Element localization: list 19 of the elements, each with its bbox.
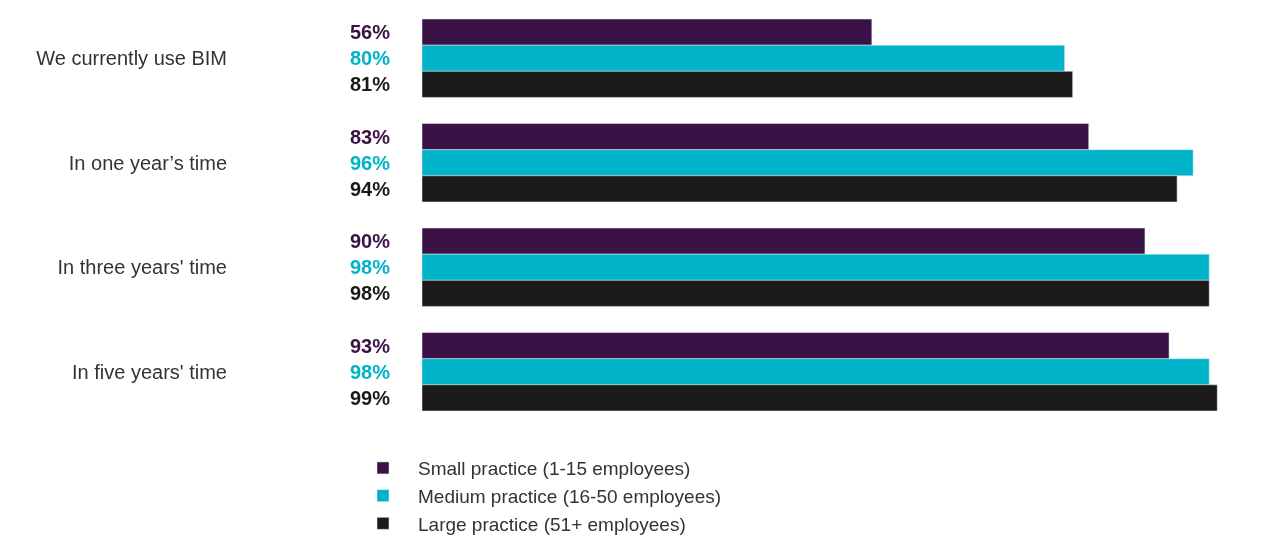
data-label: 99% [350, 387, 391, 409]
data-label: 90% [350, 230, 391, 252]
y-tick-label: In one year’s time [68, 151, 227, 174]
y-tick-label: In three years' time [57, 256, 227, 279]
data-label: 94% [350, 178, 391, 200]
data-label: 80% [350, 47, 391, 69]
data-label: 83% [350, 126, 391, 148]
legend-label: Medium practice (16-50 employees) [418, 486, 722, 508]
data-label: 98% [350, 282, 391, 304]
y-tick-label: We currently use BIM [36, 47, 227, 70]
data-label: 93% [350, 335, 391, 357]
data-label: 96% [350, 152, 391, 174]
legend-label: Small practice (1-15 employees) [418, 458, 691, 480]
data-label: 98% [350, 256, 391, 278]
y-tick-label: In five years' time [72, 360, 227, 383]
legend-label: Large practice (51+ employees) [418, 513, 686, 535]
data-label: 81% [350, 73, 391, 95]
data-label: 56% [350, 21, 391, 43]
data-label: 98% [350, 361, 391, 383]
